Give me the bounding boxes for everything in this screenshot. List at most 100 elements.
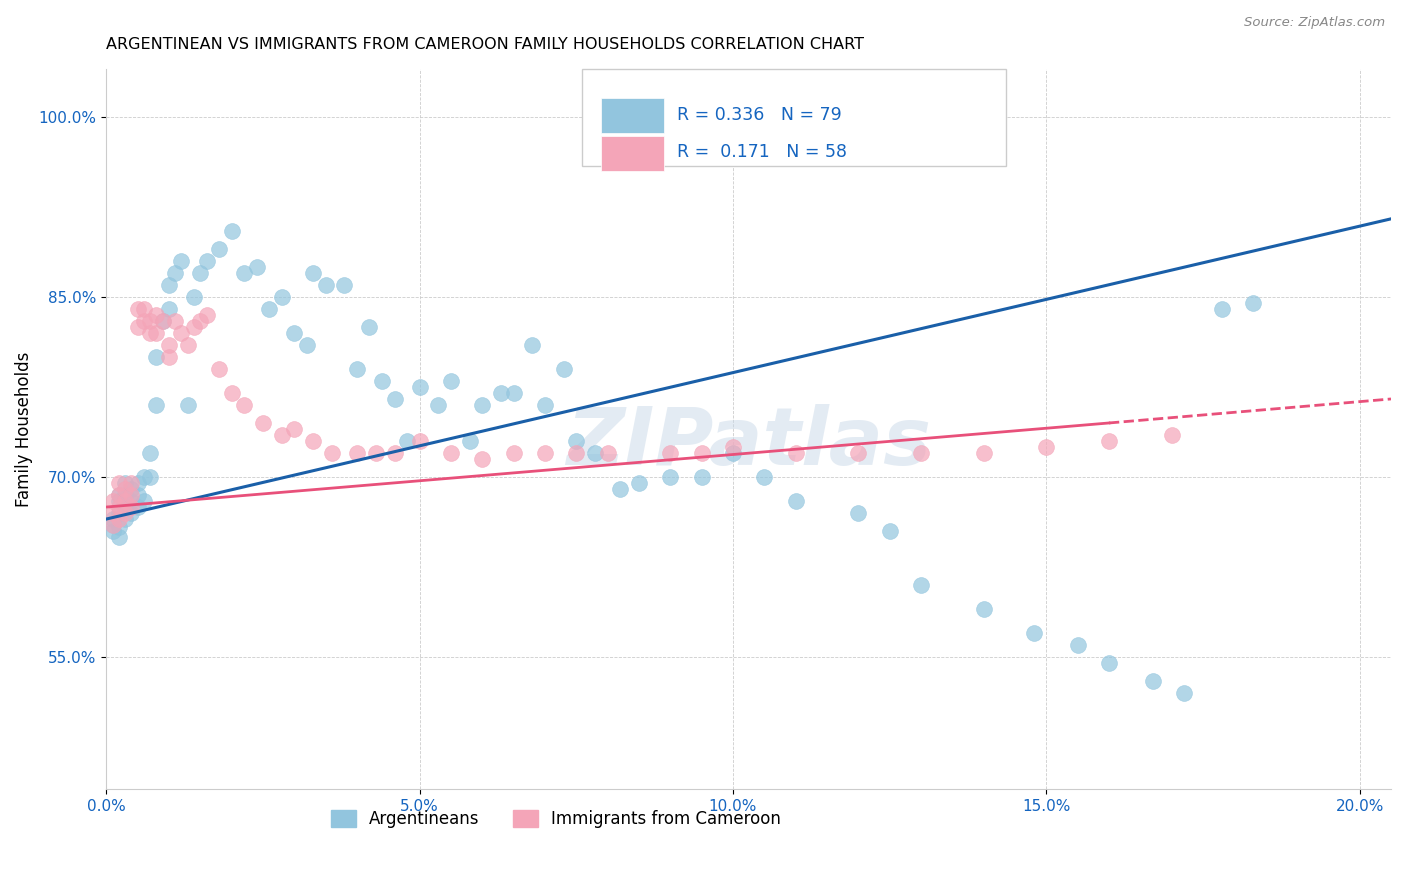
Point	[132, 301, 155, 316]
Point	[108, 500, 131, 514]
Point	[408, 434, 430, 448]
Point	[973, 446, 995, 460]
Point	[502, 386, 524, 401]
Point	[346, 446, 368, 460]
Point	[371, 374, 394, 388]
FancyBboxPatch shape	[600, 98, 664, 133]
Point	[114, 482, 136, 496]
Point	[1241, 296, 1264, 310]
Point	[257, 301, 280, 316]
Point	[879, 524, 901, 538]
Point	[114, 512, 136, 526]
Point	[195, 253, 218, 268]
Point	[108, 488, 131, 502]
Point	[152, 314, 174, 328]
Point	[252, 416, 274, 430]
Point	[440, 446, 463, 460]
Point	[471, 398, 494, 412]
Point	[145, 350, 167, 364]
Point	[1211, 301, 1233, 316]
Point	[1142, 674, 1164, 689]
Point	[101, 506, 124, 520]
Point	[302, 266, 325, 280]
Point	[108, 512, 131, 526]
Point	[270, 428, 292, 442]
Point	[108, 506, 131, 520]
Point	[427, 398, 450, 412]
Text: R =  0.171   N = 58: R = 0.171 N = 58	[676, 143, 846, 161]
Point	[283, 422, 305, 436]
Point	[627, 476, 650, 491]
Point	[108, 476, 131, 491]
Point	[384, 392, 406, 406]
Point	[108, 488, 131, 502]
Point	[534, 446, 557, 460]
Point	[132, 470, 155, 484]
Point	[565, 446, 588, 460]
Point	[152, 314, 174, 328]
Point	[396, 434, 419, 448]
Point	[502, 446, 524, 460]
Point	[127, 488, 149, 502]
Point	[195, 308, 218, 322]
Point	[108, 494, 131, 508]
Point	[690, 470, 713, 484]
Point	[754, 470, 776, 484]
Point	[295, 338, 318, 352]
Point	[283, 326, 305, 340]
Point	[165, 266, 187, 280]
Point	[139, 446, 162, 460]
Point	[1173, 686, 1195, 700]
Point	[785, 494, 807, 508]
Point	[302, 434, 325, 448]
Point	[346, 362, 368, 376]
Point	[1022, 626, 1045, 640]
Point	[127, 500, 149, 514]
Point	[489, 386, 512, 401]
Y-axis label: Family Households: Family Households	[15, 351, 32, 507]
Point	[120, 494, 142, 508]
Point	[1066, 638, 1088, 652]
Point	[120, 476, 142, 491]
Point	[690, 446, 713, 460]
Point	[246, 260, 269, 274]
Text: ARGENTINEAN VS IMMIGRANTS FROM CAMEROON FAMILY HOUSEHOLDS CORRELATION CHART: ARGENTINEAN VS IMMIGRANTS FROM CAMEROON …	[107, 37, 865, 53]
Text: R = 0.336   N = 79: R = 0.336 N = 79	[676, 105, 841, 124]
Point	[333, 277, 356, 292]
Point	[170, 326, 193, 340]
Point	[177, 398, 200, 412]
Point	[127, 476, 149, 491]
Point	[114, 476, 136, 491]
Point	[157, 301, 180, 316]
Point	[127, 301, 149, 316]
Point	[120, 506, 142, 520]
Point	[114, 500, 136, 514]
Point	[108, 520, 131, 534]
Point	[157, 338, 180, 352]
Point	[221, 224, 243, 238]
Point	[910, 446, 932, 460]
Point	[1098, 434, 1121, 448]
Point	[157, 350, 180, 364]
Point	[233, 398, 256, 412]
Point	[170, 253, 193, 268]
Point	[114, 494, 136, 508]
Point	[108, 530, 131, 544]
Point	[233, 266, 256, 280]
Point	[910, 578, 932, 592]
Point	[458, 434, 481, 448]
Point	[188, 266, 211, 280]
Point	[183, 319, 205, 334]
Point	[145, 398, 167, 412]
Point	[132, 314, 155, 328]
FancyBboxPatch shape	[582, 69, 1005, 166]
Point	[384, 446, 406, 460]
Point	[120, 500, 142, 514]
Point	[315, 277, 337, 292]
Point	[188, 314, 211, 328]
Point	[132, 494, 155, 508]
Point	[165, 314, 187, 328]
Point	[553, 362, 575, 376]
Point	[785, 446, 807, 460]
Point	[321, 446, 343, 460]
